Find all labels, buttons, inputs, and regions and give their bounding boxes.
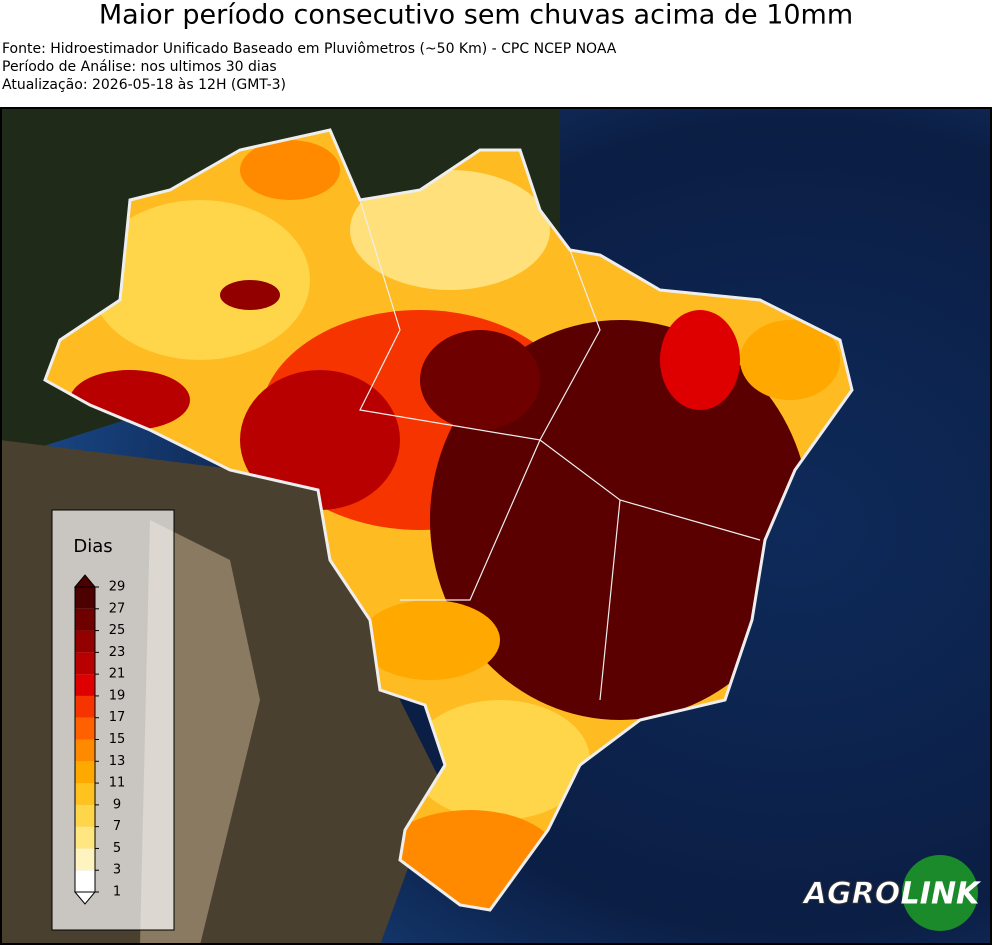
colorbar-tick-label: 7 xyxy=(113,819,121,834)
colorbar-tick-label: 25 xyxy=(109,623,126,638)
colorbar-bin xyxy=(75,783,95,805)
colorbar-bin xyxy=(75,608,95,631)
colorbar-tick-label: 17 xyxy=(109,710,126,725)
colorbar-tick-label: 19 xyxy=(109,688,126,703)
legend-box xyxy=(51,509,175,931)
colorbar-tick-label: 15 xyxy=(109,732,126,747)
logo-text: LINK xyxy=(901,877,982,912)
colorbar-bin xyxy=(75,870,95,892)
colorbar-tick-label: 5 xyxy=(113,841,121,856)
info-line: Período de Análise: nos ultimos 30 dias xyxy=(2,59,277,75)
colorbar-bin xyxy=(75,826,95,849)
colorbar-bin xyxy=(75,587,95,609)
colorbar-tick-label: 1 xyxy=(113,885,121,900)
info-line: Fonte: Hidroestimador Unificado Baseado … xyxy=(2,41,617,57)
logo-circle xyxy=(902,855,978,931)
colorbar-bin xyxy=(75,630,95,653)
colorbar-bin xyxy=(75,848,95,871)
colorbar-tick-label: 9 xyxy=(113,797,121,812)
colorbar-tick-label: 13 xyxy=(109,754,126,769)
colorbar-bin xyxy=(75,739,95,762)
colorbar-bin xyxy=(75,695,95,718)
title: Maior período consecutivo sem chuvas aci… xyxy=(99,0,853,31)
colorbar-tick-label: 29 xyxy=(109,580,126,595)
colorbar-bin xyxy=(75,717,95,740)
colorbar-tick-label: 27 xyxy=(109,601,126,616)
colorbar-tick-label: 23 xyxy=(109,645,126,660)
logo-text: AGRO xyxy=(802,877,900,912)
colorbar-tick-label: 11 xyxy=(109,776,126,791)
colorbar-bin xyxy=(75,674,95,696)
colorbar-bin xyxy=(75,761,95,784)
legend-title: Dias xyxy=(73,536,112,557)
info-line: Atualização: 2026-05-18 às 12H (GMT-3) xyxy=(2,77,286,93)
state-borders xyxy=(359,199,761,701)
colorbar-tick-label: 21 xyxy=(109,667,126,682)
colorbar-tick-label: 3 xyxy=(113,863,121,878)
map-frame xyxy=(0,107,992,945)
colorbar-bin xyxy=(75,652,95,675)
colorbar-bin xyxy=(75,804,95,827)
